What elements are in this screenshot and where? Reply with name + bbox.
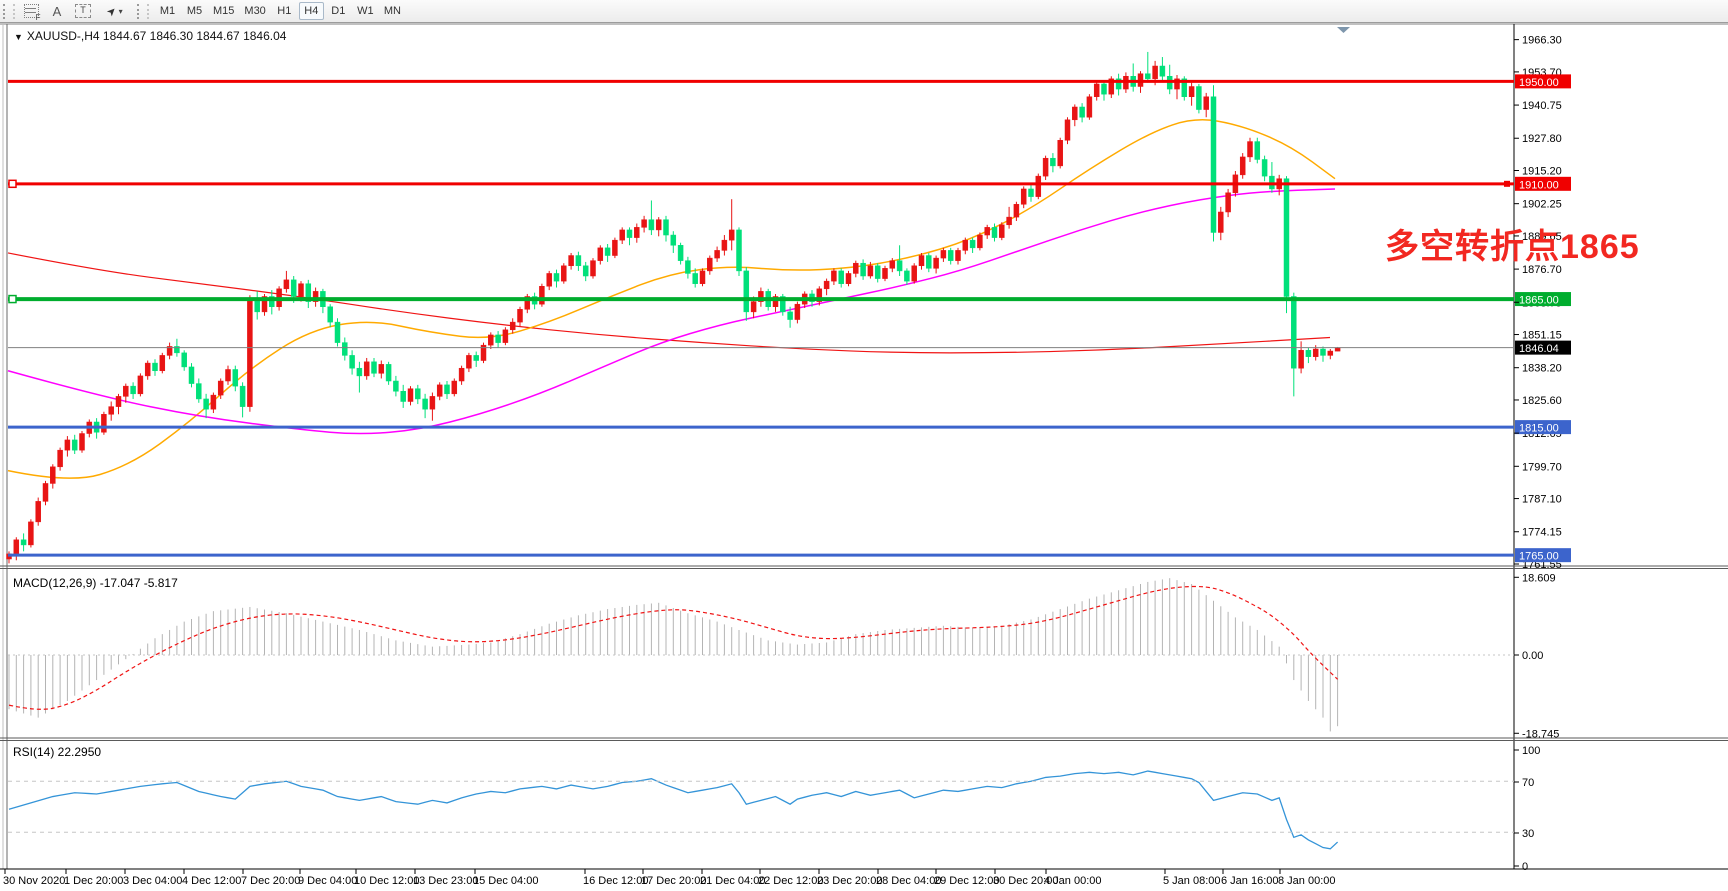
timeframe-m1-button[interactable]: M1 — [155, 2, 180, 20]
price-tick-label: 1799.70 — [1522, 461, 1562, 473]
time-tick-label: 16 Dec 12:00 — [583, 875, 648, 887]
timeframe-m30-button[interactable]: M30 — [240, 2, 269, 20]
timeframe-bar: M1 M5 M15 M30 H1 H4 D1 W1 MN — [154, 2, 406, 20]
price-tick-label: 1838.20 — [1522, 363, 1562, 375]
chevron-down-icon: ▾ — [118, 6, 123, 16]
time-tick-label: 30 Nov 2020 — [3, 875, 65, 887]
macd-tick-label: 0.00 — [1522, 650, 1543, 662]
time-tick-label: 7 Dec 20:00 — [241, 875, 300, 887]
macd-panel — [8, 578, 1339, 732]
ma-orange — [7, 119, 1336, 479]
rsi-tick-label: 100 — [1522, 745, 1540, 757]
time-tick-label: 13 Dec 23:00 — [413, 875, 478, 887]
price-line-label-text: 1815.00 — [1519, 423, 1559, 435]
ma-red — [7, 252, 1331, 354]
symbol-ohlc-text: XAUUSD-,H4 1844.67 1846.30 1844.67 1846.… — [26, 29, 287, 43]
price-tick-label: 1966.30 — [1522, 35, 1562, 47]
macd-signal-line — [8, 585, 1339, 710]
chart-window: 1966.30 1953.70 1940.75 1927.80 1915.20 1902.… — [0, 23, 1728, 891]
text-box-tool-button[interactable]: T — [70, 1, 96, 21]
price-line-label — [1515, 420, 1571, 435]
time-tick-label: 30 Dec 20:00 — [993, 875, 1058, 887]
price-line-label-text: 1865.00 — [1519, 295, 1559, 307]
rsi-tick-label: 0 — [1522, 861, 1528, 873]
toolbar: F A T ➤ ▾ M1 M5 M15 M30 H1 H4 D1 W1 MN — [0, 0, 1728, 23]
time-tick-label: 22 Dec 12:00 — [758, 875, 823, 887]
time-tick-label: 23 Dec 20:00 — [817, 875, 882, 887]
timeframe-mn-button[interactable]: MN — [380, 2, 405, 20]
rsi-label: RSI(14) 22.2950 — [13, 745, 102, 759]
time-tick-label: 6 Jan 16:00 — [1221, 875, 1279, 887]
timeframe-h4-button[interactable]: H4 — [298, 2, 324, 20]
arrows-tool-button[interactable]: ➤ ▾ — [96, 1, 134, 21]
price-tick-label: 1876.70 — [1522, 264, 1562, 276]
main-panel — [6, 51, 1341, 564]
time-tick-label: 28 Dec 04:00 — [876, 875, 941, 887]
time-tick-label: 1 Dec 20:00 — [64, 875, 123, 887]
price-line-label — [1515, 176, 1571, 191]
price-tick-label: 1940.75 — [1522, 100, 1562, 112]
chart-canvas[interactable]: 1966.301953.701940.751927.801915.201902.… — [0, 23, 1728, 891]
macd-label: MACD(12,26,9) -17.047 -5.817 — [13, 576, 178, 590]
arrows-icon: ➤ — [104, 3, 120, 19]
rsi-tick-label: 70 — [1522, 777, 1534, 789]
time-tick-label: 29 Dec 12:00 — [934, 875, 999, 887]
time-tick-label: 4 Jan 00:00 — [1044, 875, 1102, 887]
timeframe-h1-button[interactable]: H1 — [272, 2, 297, 20]
candles — [6, 51, 1341, 564]
price-line-label — [1515, 292, 1571, 307]
timeframe-w1-button[interactable]: W1 — [353, 2, 378, 20]
price-line-label — [1515, 548, 1571, 563]
ma-magenta — [7, 188, 1336, 435]
price-line-label-text: 1950.00 — [1519, 77, 1559, 89]
time-tick-label: 21 Dec 04:00 — [700, 875, 765, 887]
rsi-tick-label: 30 — [1522, 828, 1534, 840]
price-tick-label: 1774.15 — [1522, 527, 1562, 539]
timeframe-m15-button[interactable]: M15 — [209, 2, 238, 20]
chart-shift-marker-icon[interactable] — [1337, 27, 1350, 33]
time-tick-label: 17 Dec 20:00 — [641, 875, 706, 887]
text-label-tool-button[interactable]: A — [44, 1, 70, 21]
time-tick-label: 3 Dec 04:00 — [123, 875, 182, 887]
price-tick-label: 1851.15 — [1522, 330, 1562, 342]
text-label-icon: A — [52, 3, 62, 19]
toolbar-grip[interactable] — [3, 3, 15, 19]
time-tick-label: 5 Jan 08:00 — [1163, 875, 1221, 887]
price-axis[interactable]: 1966.301953.701940.751927.801915.201902.… — [1515, 35, 1571, 873]
price-tick-label: 1889.65 — [1522, 231, 1562, 243]
price-line-label — [1515, 340, 1571, 355]
hline-handle[interactable] — [1504, 180, 1510, 187]
time-tick-label: 8 Jan 00:00 — [1278, 875, 1336, 887]
fibonacci-icon: F — [23, 4, 41, 22]
price-tick-label: 1787.10 — [1522, 494, 1562, 506]
timeframe-d1-button[interactable]: D1 — [326, 2, 351, 20]
price-tick-label: 1927.80 — [1522, 133, 1562, 145]
chart-annotation-text[interactable]: 多空转折点1865 — [1385, 228, 1640, 266]
price-tick-label: 1825.60 — [1522, 395, 1562, 407]
text-box-icon: T — [75, 4, 91, 18]
hline-handle[interactable] — [8, 179, 17, 189]
macd-tick-label: 18.609 — [1522, 572, 1556, 584]
collapse-icon[interactable]: ▼ — [14, 32, 23, 42]
time-tick-label: 15 Dec 04:00 — [473, 875, 538, 887]
price-line-label — [1515, 74, 1571, 89]
fibonacci-tool-button[interactable]: F — [18, 1, 44, 22]
price-tick-label: 1915.20 — [1522, 166, 1562, 178]
timeframe-m5-button[interactable]: M5 — [182, 2, 207, 20]
toolbar-grip-2[interactable] — [137, 3, 149, 19]
ohlc-header: ▼ XAUUSD-,H4 1844.67 1846.30 1844.67 1846… — [14, 29, 286, 43]
macd-tick-label: -18.745 — [1522, 728, 1559, 740]
price-line-label-text: 1910.00 — [1519, 179, 1559, 191]
price-line-label-text: 1765.00 — [1519, 551, 1559, 563]
time-tick-label: 10 Dec 12:00 — [354, 875, 419, 887]
rsi-line — [8, 770, 1339, 850]
price-line-label-text: 1846.04 — [1519, 343, 1559, 355]
rsi-panel — [8, 770, 1339, 850]
time-tick-label: 9 Dec 04:00 — [298, 875, 357, 887]
hline-handle[interactable] — [8, 294, 17, 304]
price-tick-label: 1902.25 — [1522, 199, 1562, 211]
time-tick-label: 4 Dec 12:00 — [182, 875, 241, 887]
